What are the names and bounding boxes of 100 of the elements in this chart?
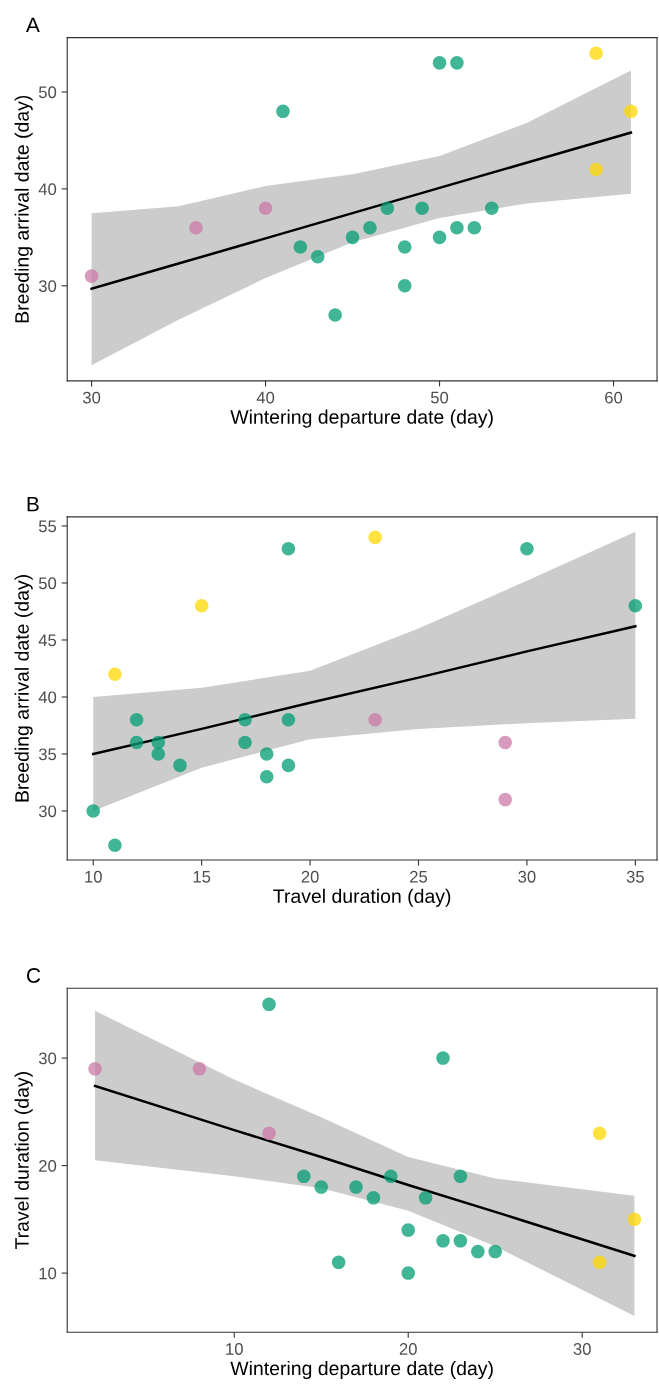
point <box>498 735 512 750</box>
y-tick-label: 10 <box>39 1267 57 1280</box>
point <box>401 1266 415 1280</box>
x-axis-title: Wintering departure date (day) <box>230 1360 493 1380</box>
line-series <box>90 131 633 290</box>
point <box>363 220 377 235</box>
y-tick-label: 50 <box>38 86 57 99</box>
line-series <box>93 1084 636 1258</box>
point <box>281 713 296 727</box>
point <box>397 240 412 254</box>
y-axis-title: Breeding arrival date (day) <box>14 575 33 802</box>
y-tick-label: 30 <box>38 280 57 293</box>
point <box>453 1234 468 1248</box>
point <box>471 1244 485 1259</box>
point <box>432 230 447 245</box>
point <box>589 46 603 60</box>
point <box>86 804 101 818</box>
point <box>436 1051 450 1065</box>
line-series <box>91 625 637 756</box>
point <box>453 1169 468 1184</box>
point <box>366 1191 381 1205</box>
x-tick-label: 30 <box>518 870 536 883</box>
point <box>589 162 603 177</box>
point <box>368 713 382 727</box>
point <box>151 747 166 761</box>
point <box>262 997 276 1012</box>
y-axis-title: Travel duration (day) <box>14 1072 33 1250</box>
point <box>310 249 325 264</box>
point <box>238 735 252 750</box>
point <box>380 201 395 216</box>
point <box>450 56 464 70</box>
x-tick-label: 40 <box>256 391 275 404</box>
point <box>276 104 290 119</box>
x-tick-label: 10 <box>226 1343 243 1355</box>
point <box>592 1255 607 1270</box>
point <box>238 713 252 727</box>
point <box>432 56 447 70</box>
y-tick-label: 45 <box>38 634 57 647</box>
point <box>281 758 296 773</box>
point <box>129 713 144 727</box>
point <box>108 667 122 681</box>
y-tick-label: 40 <box>38 183 57 196</box>
point <box>628 599 643 613</box>
point <box>281 542 296 556</box>
point <box>520 542 534 556</box>
point <box>415 201 429 216</box>
point <box>345 230 360 245</box>
point <box>84 269 99 283</box>
point <box>297 1169 311 1184</box>
x-tick-label: 20 <box>301 870 319 883</box>
point <box>467 220 482 235</box>
y-tick-label: 20 <box>39 1160 57 1172</box>
x-tick-label: 60 <box>605 391 623 404</box>
point <box>173 758 187 773</box>
point <box>349 1180 363 1194</box>
point <box>488 1244 502 1259</box>
point <box>484 201 499 216</box>
point <box>397 279 412 293</box>
x-tick-label: 25 <box>410 870 428 883</box>
y-axis-title: Breeding arrival date (day) <box>14 95 33 323</box>
point <box>259 770 274 784</box>
point <box>450 220 464 235</box>
point <box>418 1191 433 1205</box>
x-tick-label: 30 <box>573 1343 591 1355</box>
y-tick-label: 30 <box>38 1052 57 1065</box>
point <box>624 104 638 119</box>
y-tick-label: 40 <box>38 691 57 704</box>
point <box>259 747 274 761</box>
point <box>384 1169 398 1184</box>
y-tick-label: 50 <box>38 577 57 590</box>
point <box>314 1180 328 1194</box>
point <box>498 792 512 807</box>
point <box>436 1234 450 1248</box>
point <box>592 1126 607 1141</box>
chart-title: C <box>26 968 41 983</box>
point <box>293 240 308 254</box>
point <box>189 220 203 235</box>
point <box>151 735 166 750</box>
point <box>331 1255 346 1270</box>
y-tick-label: 30 <box>38 805 57 818</box>
x-tick-label: 35 <box>626 870 644 883</box>
point <box>129 735 144 750</box>
y-tick-label: 35 <box>38 748 57 761</box>
y-tick-label: 55 <box>38 520 57 533</box>
x-tick-label: 10 <box>85 870 102 883</box>
point <box>328 308 342 322</box>
point <box>192 1062 207 1076</box>
x-tick-label: 50 <box>430 391 449 404</box>
x-axis-title: Wintering departure date (day) <box>230 409 493 428</box>
point <box>258 201 273 216</box>
point <box>88 1062 102 1076</box>
x-tick-label: 15 <box>193 871 211 883</box>
chart-title: B <box>27 496 39 512</box>
point <box>108 838 122 852</box>
x-axis-title: Travel duration (day) <box>273 888 451 907</box>
x-tick-label: 20 <box>399 1343 417 1355</box>
point <box>368 530 382 545</box>
point <box>194 599 209 613</box>
point <box>627 1212 642 1227</box>
point <box>401 1223 415 1237</box>
